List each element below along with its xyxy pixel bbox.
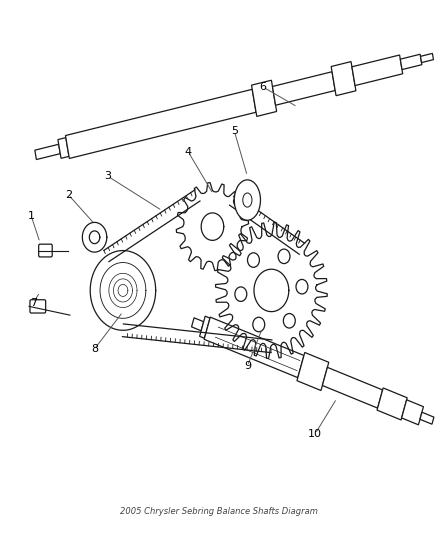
FancyBboxPatch shape bbox=[39, 244, 52, 257]
Polygon shape bbox=[352, 55, 403, 86]
Polygon shape bbox=[377, 388, 407, 420]
Polygon shape bbox=[272, 72, 335, 105]
Text: 9: 9 bbox=[244, 361, 251, 371]
Polygon shape bbox=[297, 352, 329, 391]
Polygon shape bbox=[331, 62, 356, 96]
Polygon shape bbox=[66, 90, 256, 158]
Text: 8: 8 bbox=[91, 344, 98, 354]
Text: 3: 3 bbox=[104, 171, 111, 181]
Polygon shape bbox=[400, 54, 422, 70]
Text: 1: 1 bbox=[28, 211, 35, 221]
Polygon shape bbox=[191, 318, 204, 331]
Polygon shape bbox=[200, 316, 210, 338]
Text: 6: 6 bbox=[259, 82, 266, 92]
Text: 7: 7 bbox=[30, 297, 37, 308]
Polygon shape bbox=[58, 138, 69, 158]
Polygon shape bbox=[420, 412, 434, 424]
Ellipse shape bbox=[234, 180, 261, 220]
Polygon shape bbox=[251, 80, 277, 116]
Ellipse shape bbox=[243, 193, 252, 207]
Polygon shape bbox=[420, 53, 434, 62]
Polygon shape bbox=[322, 367, 383, 408]
FancyBboxPatch shape bbox=[30, 300, 46, 313]
Text: 10: 10 bbox=[308, 429, 322, 439]
Polygon shape bbox=[35, 144, 60, 159]
Text: 5: 5 bbox=[231, 126, 238, 136]
Text: 4: 4 bbox=[185, 147, 192, 157]
Text: 2005 Chrysler Sebring Balance Shafts Diagram: 2005 Chrysler Sebring Balance Shafts Dia… bbox=[120, 507, 318, 516]
Text: 2: 2 bbox=[65, 190, 72, 200]
Polygon shape bbox=[204, 317, 304, 378]
Polygon shape bbox=[402, 400, 424, 425]
